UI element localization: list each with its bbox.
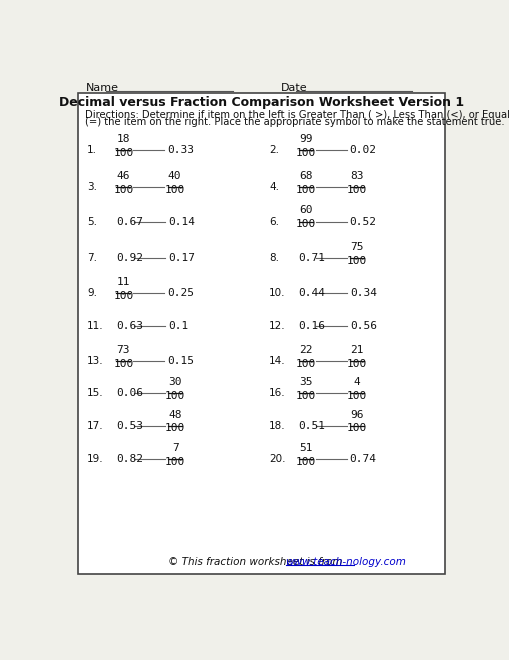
- Text: 48: 48: [168, 410, 182, 420]
- Text: 18.: 18.: [269, 420, 285, 431]
- Text: 0.63: 0.63: [116, 321, 143, 331]
- Text: 99: 99: [298, 134, 312, 144]
- Text: 0.56: 0.56: [350, 321, 377, 331]
- Text: 100: 100: [295, 148, 315, 158]
- Text: 100: 100: [346, 359, 366, 369]
- Text: 0.92: 0.92: [116, 253, 143, 263]
- Text: 75: 75: [350, 242, 363, 251]
- Text: 0.44: 0.44: [298, 288, 325, 298]
- Text: 0.82: 0.82: [116, 454, 143, 464]
- Text: Name: Name: [86, 83, 118, 94]
- Text: 0.1: 0.1: [168, 321, 188, 331]
- Text: 0.74: 0.74: [348, 454, 375, 464]
- Text: 3.: 3.: [87, 182, 97, 192]
- Text: 96: 96: [350, 410, 363, 420]
- Text: Date: Date: [280, 83, 307, 94]
- Text: 68: 68: [298, 171, 312, 181]
- Text: 0.51: 0.51: [298, 420, 325, 431]
- Text: 0.34: 0.34: [350, 288, 377, 298]
- Text: 16.: 16.: [269, 388, 285, 399]
- Text: 100: 100: [113, 185, 133, 195]
- Text: Directions: Determine if item on the left is Greater Than ( >), Less Than (<), o: Directions: Determine if item on the lef…: [86, 110, 509, 119]
- Text: 60: 60: [298, 205, 312, 215]
- Text: 4.: 4.: [269, 182, 278, 192]
- Text: 2.: 2.: [269, 145, 278, 155]
- Text: 0.15: 0.15: [166, 356, 193, 366]
- Text: 21: 21: [349, 345, 363, 355]
- Text: 6.: 6.: [269, 216, 278, 226]
- Text: 11: 11: [117, 277, 130, 287]
- Text: www.teach-nology.com: www.teach-nology.com: [285, 557, 406, 567]
- Text: 100: 100: [165, 424, 185, 434]
- Text: 100: 100: [347, 424, 366, 434]
- Text: 0.53: 0.53: [116, 420, 143, 431]
- Text: 100: 100: [164, 185, 184, 195]
- Text: 14.: 14.: [269, 356, 285, 366]
- Text: 0.06: 0.06: [116, 388, 143, 399]
- Text: 12.: 12.: [269, 321, 285, 331]
- Text: 13.: 13.: [87, 356, 103, 366]
- Text: 0.71: 0.71: [298, 253, 325, 263]
- Text: 10.: 10.: [269, 288, 285, 298]
- Text: 100: 100: [295, 457, 315, 467]
- Text: 73: 73: [117, 345, 130, 355]
- Text: (=) the item on the right. Place the appropriate symbol to make the statement tr: (=) the item on the right. Place the app…: [86, 117, 504, 127]
- Text: 17.: 17.: [87, 420, 103, 431]
- Text: 0.17: 0.17: [168, 253, 195, 263]
- Text: 100: 100: [113, 359, 133, 369]
- Text: 19.: 19.: [87, 454, 103, 464]
- Text: 100: 100: [295, 185, 315, 195]
- Text: 4: 4: [353, 378, 359, 387]
- Text: 83: 83: [349, 171, 363, 181]
- Text: 0.14: 0.14: [168, 216, 195, 226]
- Text: 18: 18: [117, 134, 130, 144]
- Text: 100: 100: [295, 219, 315, 230]
- Text: 1.: 1.: [87, 145, 97, 155]
- Text: 100: 100: [165, 391, 185, 401]
- Text: Decimal versus Fraction Comparison Worksheet Version 1: Decimal versus Fraction Comparison Works…: [59, 96, 463, 109]
- Text: 100: 100: [295, 359, 315, 369]
- Text: 11.: 11.: [87, 321, 103, 331]
- Text: 7.: 7.: [87, 253, 97, 263]
- Text: 46: 46: [117, 171, 130, 181]
- Text: 0.25: 0.25: [166, 288, 193, 298]
- Text: 35: 35: [298, 378, 312, 387]
- Text: 100: 100: [346, 391, 366, 401]
- Text: 100: 100: [113, 291, 133, 301]
- Text: 100: 100: [165, 457, 185, 467]
- Text: 0.33: 0.33: [166, 145, 193, 155]
- Text: 22: 22: [298, 345, 312, 355]
- Text: 100: 100: [295, 391, 315, 401]
- Text: 0.16: 0.16: [298, 321, 325, 331]
- Text: 0.52: 0.52: [348, 216, 375, 226]
- Text: 5.: 5.: [87, 216, 97, 226]
- Text: 7: 7: [172, 443, 178, 453]
- Text: 30: 30: [168, 378, 182, 387]
- Text: 8.: 8.: [269, 253, 278, 263]
- Text: 0.67: 0.67: [116, 216, 143, 226]
- Text: © This fraction worksheet is from: © This fraction worksheet is from: [168, 557, 345, 567]
- Text: 20.: 20.: [269, 454, 285, 464]
- Text: 15.: 15.: [87, 388, 103, 399]
- Text: 100: 100: [346, 185, 366, 195]
- Text: 51: 51: [298, 443, 312, 453]
- Text: 0.02: 0.02: [348, 145, 375, 155]
- Text: 40: 40: [167, 171, 181, 181]
- Text: 9.: 9.: [87, 288, 97, 298]
- Text: 100: 100: [347, 255, 366, 265]
- Text: 100: 100: [113, 148, 133, 158]
